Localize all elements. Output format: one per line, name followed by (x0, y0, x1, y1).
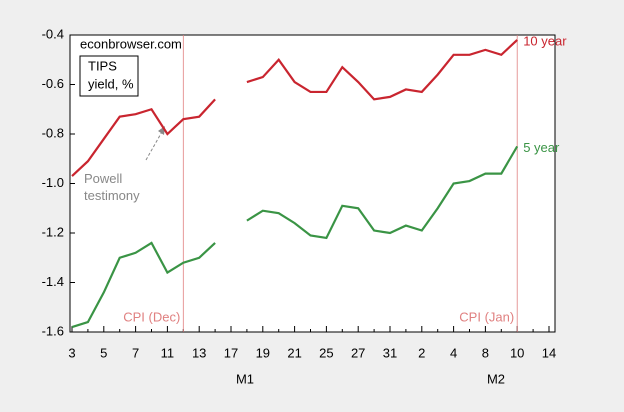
x-tick-label: 5 (100, 345, 107, 360)
x-tick-label: 8 (482, 345, 489, 360)
y-tick-label: -1.0 (42, 175, 64, 190)
legend-box (79, 55, 139, 97)
x-tick-label: 13 (192, 345, 206, 360)
legend-title: TIPS (88, 58, 117, 73)
plot-area (69, 34, 556, 333)
x-tick-label: 2 (418, 345, 425, 360)
month-label: M1 (236, 371, 254, 386)
x-tick-label: 4 (450, 345, 457, 360)
x-tick-label: 31 (383, 345, 397, 360)
y-tick-label: -1.2 (42, 224, 64, 239)
x-tick-label: 19 (256, 345, 270, 360)
y-tick-label: -0.8 (42, 125, 64, 140)
y-tick-label: -0.6 (42, 76, 64, 91)
annotation-arrow (145, 129, 164, 161)
y-tick-label: -1.6 (42, 323, 64, 338)
x-tick-label: 14 (542, 345, 556, 360)
series-line (71, 145, 519, 329)
x-tick-label: 27 (351, 345, 365, 360)
source: econbrowser.com (80, 36, 182, 51)
x-tick-label: 7 (132, 345, 139, 360)
x-tick-label: 25 (319, 345, 333, 360)
x-tick-label: 3 (68, 345, 75, 360)
legend-title: yield, % (88, 76, 134, 91)
series-line (71, 39, 518, 177)
x-tick-label: 17 (224, 345, 238, 360)
y-tick-label: -0.4 (42, 26, 64, 41)
x-tick-label: 11 (161, 345, 175, 360)
y-tick-label: -1.4 (42, 274, 64, 289)
annotation: Powell testimony (84, 171, 140, 203)
series-label: 5 year (523, 140, 560, 155)
event-label: CPI (Jan) (459, 309, 514, 324)
x-tick-label: 21 (287, 345, 301, 360)
x-tick-label: 10 (510, 345, 524, 360)
series-label: 10 year (523, 33, 567, 48)
event-label: CPI (Dec) (123, 309, 180, 324)
month-label: M2 (487, 371, 505, 386)
